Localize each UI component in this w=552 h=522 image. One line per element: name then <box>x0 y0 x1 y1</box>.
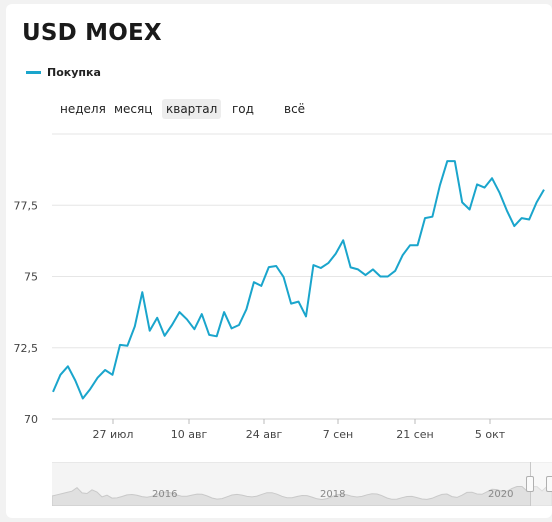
navigator-handle-left[interactable] <box>526 476 534 492</box>
x-tick-label: 7 сен <box>323 428 354 441</box>
x-tick-label: 27 июл <box>93 428 134 441</box>
period-week[interactable]: неделя <box>60 102 106 116</box>
line-chart: 70 72,5 75 77,5 27 июл 10 авг 24 авг 7 сен 21 с… <box>14 133 552 441</box>
navigator-area <box>52 462 552 506</box>
x-axis: 27 июл 10 авг 24 авг 7 сен 21 сен 5 окт <box>93 419 506 441</box>
y-tick-label: 75 <box>24 271 38 284</box>
range-navigator[interactable]: 2016 2018 2020 <box>52 462 552 506</box>
x-tick-label: 10 авг <box>171 428 208 441</box>
legend[interactable]: Покупка <box>26 66 101 79</box>
period-quarter[interactable]: квартал <box>162 99 222 119</box>
navigator-label-2016: 2016 <box>152 489 178 500</box>
navigator-label-2020: 2020 <box>488 489 514 500</box>
navigator-label-2018: 2018 <box>320 489 346 500</box>
chart-title: USD MOEX <box>22 20 162 46</box>
y-axis: 70 72,5 75 77,5 <box>14 199 39 426</box>
grid <box>52 133 552 420</box>
navigator-series-area <box>52 485 552 506</box>
navigator-handle-right[interactable] <box>546 476 552 492</box>
legend-label: Покупка <box>47 66 101 79</box>
x-tick-label: 24 авг <box>246 428 283 441</box>
period-month[interactable]: месяц <box>114 102 153 116</box>
period-all[interactable]: всё <box>284 102 306 116</box>
legend-swatch <box>26 71 41 74</box>
y-tick-label: 70 <box>24 413 38 426</box>
chart-card: USD MOEX Покупка неделя месяц квартал го… <box>6 4 552 518</box>
period-year[interactable]: год <box>232 102 254 116</box>
series-line-pokupka[interactable] <box>52 160 545 400</box>
x-tick-label: 5 окт <box>475 428 506 441</box>
y-tick-label: 77,5 <box>14 199 39 212</box>
y-tick-label: 72,5 <box>14 342 39 355</box>
x-tick-label: 21 сен <box>396 428 434 441</box>
